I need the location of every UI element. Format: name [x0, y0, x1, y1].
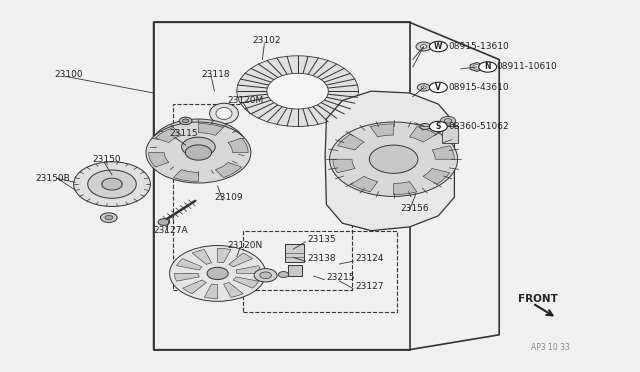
Polygon shape [325, 91, 454, 231]
Polygon shape [351, 176, 378, 192]
Circle shape [88, 170, 136, 198]
Circle shape [237, 56, 358, 126]
Circle shape [105, 215, 113, 220]
Circle shape [421, 86, 426, 89]
Circle shape [158, 219, 170, 225]
Circle shape [416, 42, 431, 51]
Polygon shape [333, 159, 355, 173]
Polygon shape [337, 134, 364, 150]
Circle shape [440, 116, 456, 125]
Polygon shape [394, 182, 417, 195]
Text: 23109: 23109 [214, 193, 243, 202]
Polygon shape [192, 250, 212, 264]
Circle shape [330, 122, 458, 196]
Ellipse shape [216, 108, 232, 119]
Text: V: V [435, 83, 442, 92]
Polygon shape [204, 284, 218, 298]
Circle shape [444, 119, 452, 123]
Bar [173, 104, 352, 290]
Circle shape [254, 269, 277, 282]
Circle shape [420, 45, 427, 48]
Polygon shape [182, 280, 206, 294]
Circle shape [260, 272, 271, 279]
Bar [442, 126, 458, 143]
Circle shape [369, 145, 418, 173]
Circle shape [378, 150, 410, 169]
Circle shape [100, 213, 117, 222]
Text: FRONT: FRONT [518, 295, 558, 304]
Polygon shape [423, 169, 450, 184]
Polygon shape [470, 62, 483, 71]
Circle shape [179, 117, 192, 125]
Bar [243, 231, 397, 312]
Bar [288, 265, 302, 276]
Circle shape [102, 178, 122, 190]
Circle shape [186, 145, 211, 160]
Polygon shape [228, 138, 248, 153]
Circle shape [429, 82, 447, 93]
Text: N: N [484, 62, 491, 71]
Polygon shape [156, 128, 181, 142]
Text: W: W [434, 42, 443, 51]
Circle shape [429, 121, 447, 132]
Circle shape [182, 119, 189, 123]
Bar [154, 22, 410, 350]
Circle shape [74, 162, 150, 206]
Text: 23124: 23124 [355, 254, 383, 263]
Polygon shape [229, 253, 253, 267]
Polygon shape [236, 266, 261, 273]
Circle shape [267, 73, 328, 109]
Polygon shape [233, 277, 259, 288]
Circle shape [417, 84, 430, 91]
Circle shape [182, 137, 215, 157]
Text: 23118: 23118 [202, 70, 230, 79]
Circle shape [207, 267, 228, 280]
Text: 08915-13610: 08915-13610 [448, 42, 509, 51]
Polygon shape [216, 163, 241, 177]
Text: 23127: 23127 [355, 282, 384, 291]
Polygon shape [410, 126, 436, 142]
Text: 23150B: 23150B [35, 174, 70, 183]
Circle shape [429, 41, 447, 52]
Circle shape [278, 272, 289, 278]
Circle shape [170, 246, 266, 301]
Polygon shape [177, 259, 202, 270]
Polygon shape [174, 273, 199, 281]
Polygon shape [218, 248, 231, 263]
Text: 23135: 23135 [307, 235, 336, 244]
Circle shape [146, 122, 251, 183]
Text: 08915-43610: 08915-43610 [448, 83, 509, 92]
Polygon shape [173, 170, 198, 182]
Text: 23102: 23102 [253, 36, 282, 45]
Text: 23120N: 23120N [227, 241, 262, 250]
Text: AP3 10 33: AP3 10 33 [531, 343, 570, 352]
Polygon shape [223, 282, 243, 297]
Circle shape [150, 119, 246, 175]
Text: 23138: 23138 [307, 254, 336, 263]
Circle shape [420, 124, 430, 129]
Text: 23215: 23215 [326, 273, 355, 282]
Text: 23127A: 23127A [154, 226, 188, 235]
Circle shape [479, 62, 497, 72]
Text: 23115: 23115 [170, 129, 198, 138]
Text: 23100: 23100 [54, 70, 83, 79]
Text: 08911-10610: 08911-10610 [496, 62, 557, 71]
Polygon shape [371, 124, 394, 137]
Text: S: S [436, 122, 441, 131]
Polygon shape [198, 124, 223, 135]
Ellipse shape [210, 103, 239, 124]
Bar [285, 244, 304, 262]
Text: 08360-51062: 08360-51062 [448, 122, 509, 131]
Polygon shape [432, 146, 454, 159]
Text: 23156: 23156 [400, 204, 429, 213]
Text: 23120M: 23120M [227, 96, 264, 105]
Circle shape [473, 65, 481, 69]
Polygon shape [148, 153, 169, 167]
Text: 23150: 23150 [93, 155, 122, 164]
